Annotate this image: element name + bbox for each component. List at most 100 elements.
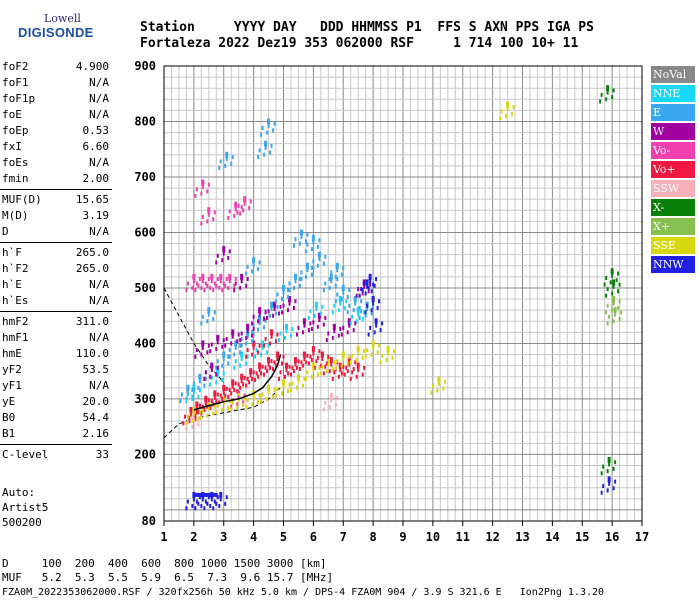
data-point-cluster: [331, 366, 334, 371]
data-point-cluster: [257, 155, 260, 159]
data-point-cluster: [328, 285, 331, 290]
data-point-cluster: [267, 343, 270, 348]
param-value: 265.0: [75, 246, 109, 259]
data-point-cluster: [325, 369, 328, 374]
data-point-cluster: [612, 284, 615, 289]
param-value: 15.65: [75, 193, 109, 206]
data-point-cluster: [279, 331, 282, 336]
data-point-cluster: [307, 315, 310, 320]
data-point-cluster: [391, 355, 394, 360]
data-point-cluster: [275, 339, 278, 344]
data-point-cluster: [222, 390, 225, 395]
data-point-cluster: [206, 219, 209, 224]
data-point-cluster: [245, 404, 248, 409]
data-point-cluster: [198, 410, 201, 415]
data-point-cluster: [337, 374, 340, 379]
data-point-cluster: [334, 283, 337, 288]
data-point-cluster: [375, 323, 378, 328]
data-point-w: [273, 301, 277, 308]
data-point-cluster: [237, 382, 240, 387]
data-point-cluster: [273, 360, 276, 365]
param-value: 2.00: [82, 172, 110, 185]
data-point-cluster: [209, 349, 212, 354]
param-row: D N/A: [0, 224, 112, 240]
data-point-cluster: [209, 405, 212, 410]
data-point-cluster: [322, 371, 325, 376]
data-point-e: [299, 229, 303, 236]
data-point-cluster: [192, 388, 195, 393]
data-point-cluster: [192, 279, 195, 284]
param-row: fmin 2.00: [0, 171, 112, 187]
data-point-cluster: [257, 374, 260, 379]
data-point-cluster: [249, 373, 252, 378]
data-point-cluster: [354, 301, 357, 306]
data-point-w: [201, 340, 205, 347]
data-point-cluster: [246, 376, 249, 381]
data-point-cluster: [298, 366, 301, 371]
param-separator: [0, 311, 112, 312]
param-name: hmF1: [2, 331, 29, 344]
data-point-cluster: [204, 499, 207, 504]
parameter-panel: foF2 4.900 foF1 N/A foF1p N/A foE N/A foEp 0.53 fx…: [0, 59, 112, 463]
data-point-cluster: [206, 189, 209, 194]
data-point-cluster: [245, 283, 248, 288]
data-point-cluster: [291, 327, 294, 332]
data-point-cluster: [248, 380, 251, 385]
legend-item: NNE: [651, 85, 695, 102]
data-point-cluster: [325, 338, 328, 343]
data-point-cluster: [228, 348, 231, 353]
data-point-cluster: [349, 360, 352, 365]
data-point-cluster: [191, 285, 194, 290]
data-point-cluster: [216, 403, 219, 408]
data-point-vo: [347, 357, 351, 364]
data-point-cluster: [376, 350, 379, 355]
data-point-cluster: [600, 471, 603, 476]
data-point-cluster: [618, 299, 621, 304]
data-point-cluster: [258, 148, 261, 153]
data-point-cluster: [185, 421, 188, 426]
data-point-cluster: [252, 327, 255, 332]
data-point-cluster: [231, 334, 234, 339]
data-point-cluster: [286, 288, 289, 293]
data-point-cluster: [615, 278, 618, 283]
data-point-w: [222, 246, 226, 253]
data-point-cluster: [272, 394, 275, 399]
data-point-cluster: [188, 415, 191, 420]
data-point-cluster: [322, 288, 325, 293]
data-point-nnw: [365, 279, 369, 286]
data-point-cluster: [324, 281, 327, 286]
data-point-nne: [261, 340, 265, 347]
data-point-cluster: [240, 331, 243, 336]
data-point-cluster: [260, 352, 263, 357]
data-point-sse: [326, 357, 330, 364]
data-point-cluster: [343, 372, 346, 377]
data-point-cluster: [358, 293, 361, 298]
data-point-cluster: [246, 354, 249, 359]
param-name: yF2: [2, 363, 22, 376]
data-point-cluster: [431, 384, 434, 389]
data-point-sse: [282, 379, 285, 386]
data-point-cluster: [366, 284, 369, 289]
data-point-cluster: [260, 132, 263, 137]
y-tick-label: 600: [134, 225, 156, 239]
data-point-cluster: [206, 413, 209, 418]
data-point-cluster: [192, 412, 195, 417]
data-point-sse: [311, 362, 315, 369]
data-point-cluster: [276, 332, 279, 337]
data-point-cluster: [197, 394, 200, 399]
data-point-cluster: [364, 354, 367, 359]
data-point-cluster: [324, 315, 327, 320]
data-point-cluster: [240, 204, 243, 209]
data-point-cluster: [303, 356, 306, 361]
param-value: 3.19: [82, 209, 110, 222]
param-row: hmF1 N/A: [0, 330, 112, 346]
data-point-cluster: [327, 362, 330, 367]
data-point-cluster: [379, 360, 382, 365]
data-point-cluster: [361, 355, 364, 360]
data-point-cluster: [221, 396, 224, 401]
param-name: MUF(D): [2, 193, 42, 206]
param-value: N/A: [89, 331, 109, 344]
data-point-cluster: [213, 499, 216, 504]
data-point-cluster: [203, 408, 206, 413]
data-point-cluster: [360, 309, 363, 314]
